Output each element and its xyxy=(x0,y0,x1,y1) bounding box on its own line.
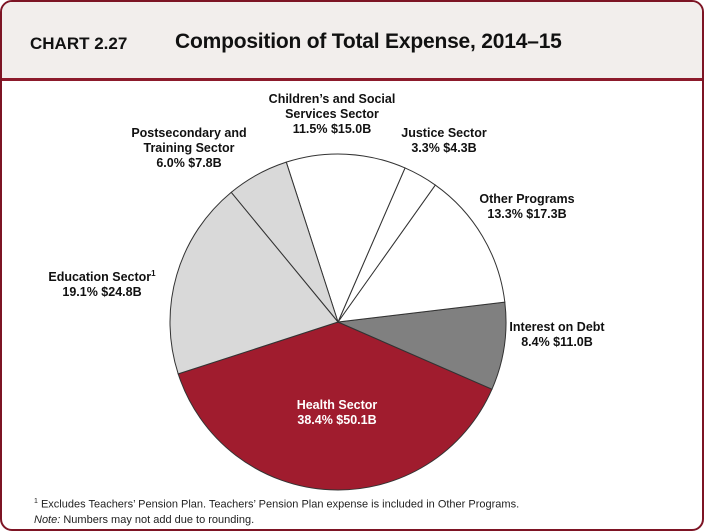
slice-label-value: 6.0% $7.8B xyxy=(156,156,222,170)
note-label: Note: xyxy=(34,513,61,526)
chart-title: Composition of Total Expense, 2014–15 xyxy=(175,30,562,53)
slice-label: Education Sector1 19.1% $24.8B xyxy=(48,266,155,300)
footnote-marker: 1 xyxy=(34,498,38,505)
pie-slice-health-sector xyxy=(177,321,493,491)
footnotes: 1 Excludes Teachers’ Pension Plan. Teach… xyxy=(34,494,519,528)
slice-label: Health Sector 38.4% $50.1B xyxy=(297,398,378,428)
pie-slice-children-s-and-social-services-sector xyxy=(285,153,406,324)
slice-label-name: Other Programs xyxy=(479,192,575,206)
rounding-note: Note: Numbers may not add due to roundin… xyxy=(34,513,519,528)
slice-label-value: 3.3% $4.3B xyxy=(411,141,477,155)
slice-label-name: Justice Sector xyxy=(401,126,487,140)
footnote-marker: 1 xyxy=(151,269,156,278)
pie-slice-other-programs xyxy=(336,184,506,323)
pie-slice-interest-on-debt xyxy=(336,301,507,390)
slice-label-name: Children’s and Social xyxy=(268,92,396,106)
chart-header: CHART 2.27 Composition of Total Expense,… xyxy=(2,2,702,81)
slice-label: Other Programs 13.3% $17.3B xyxy=(479,192,574,222)
slice-label-value: 13.3% $17.3B xyxy=(487,207,567,221)
note-text: Numbers may not add due to rounding. xyxy=(60,513,255,526)
slice-label-value: 19.1% $24.8B xyxy=(62,285,142,300)
slice-label-name: Education Sector1 xyxy=(48,269,156,285)
chart-number: CHART 2.27 xyxy=(30,34,128,53)
slice-label-name: Training Sector xyxy=(143,141,235,155)
footnote-1: 1 Excludes Teachers’ Pension Plan. Teach… xyxy=(34,494,519,513)
slice-label-name: Services Sector xyxy=(285,107,379,121)
slice-label-value: 11.5% $15.0B xyxy=(292,122,372,136)
slice-label-name: Interest on Debt xyxy=(509,320,605,334)
slice-label-name: Postsecondary and xyxy=(131,126,247,140)
slice-label: Children’s and Social Services Sector 11.5… xyxy=(269,92,396,137)
slice-label-value: 8.4% $11.0B xyxy=(521,335,593,349)
slice-label: Postsecondary and Training Sector 6.0% $7.… xyxy=(131,126,246,171)
footnote-1-text: Excludes Teachers’ Pension Plan. Teacher… xyxy=(37,498,520,511)
pie-slice-education-sector xyxy=(169,191,339,375)
slice-label: Interest on Debt 8.4% $11.0B xyxy=(509,320,604,350)
slice-label: Justice Sector 3.3% $4.3B xyxy=(401,126,486,156)
slice-label-value: 38.4% $50.1B xyxy=(297,413,377,427)
slice-label-name: Health Sector xyxy=(296,398,378,412)
